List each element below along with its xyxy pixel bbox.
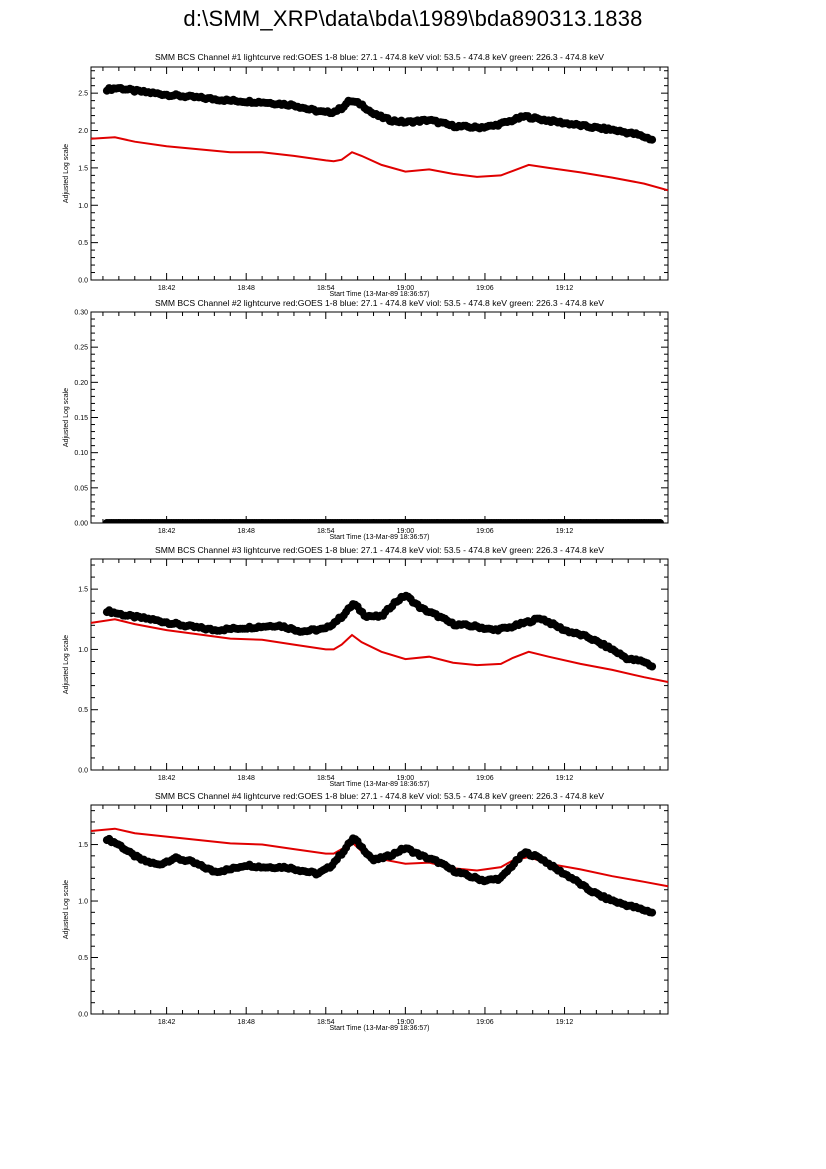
- y-axis-title: Adjusted Log scale: [62, 387, 70, 448]
- y-tick-label: 0.5: [78, 955, 88, 962]
- x-tick-label: 18:54: [317, 1019, 335, 1026]
- x-tick-label: 18:42: [158, 285, 176, 292]
- y-tick-label: 0.20: [74, 380, 88, 387]
- chart-title: SMM BCS Channel #2 lightcurve red:GOES 1…: [154, 298, 605, 308]
- x-tick-label: 18:48: [237, 285, 255, 292]
- plot-area: [91, 827, 668, 917]
- y-tick-label: 1.0: [78, 203, 88, 210]
- plot-frame: [90, 311, 669, 524]
- chart-panel-channel-4: 18:42 18:48 18:54 19:00 19:06 19:12 0.0 0.5 1.0 1…: [0, 791, 826, 1041]
- chart-panel-channel-1: 18:42 18:48 18:54 19:00 19:06 19:12 0.0 0.5 1.0 1…: [0, 52, 826, 298]
- plot-frame: [90, 66, 669, 281]
- chart-title: SMM BCS Channel #3 lightcurve red:GOES 1…: [154, 545, 605, 555]
- y-tick-label: 0.15: [74, 415, 88, 422]
- x-tick-label: 18:42: [158, 528, 176, 535]
- plot-frame: [90, 558, 669, 771]
- x-tick-label: 18:54: [317, 285, 335, 292]
- y-tick-label: 0.00: [74, 521, 88, 528]
- x-tick-label: 19:06: [476, 528, 494, 535]
- x-tick-label: 18:42: [158, 775, 176, 782]
- y-tick-label: 0.0: [78, 1012, 88, 1019]
- y-axis-title: Adjusted Log scale: [62, 634, 70, 695]
- x-tick-label: 18:42: [158, 1019, 176, 1026]
- x-axis-title: Start Time (13-Mar-89 18:36:57): [329, 534, 430, 541]
- x-tick-label: 19:00: [397, 285, 415, 292]
- goes-series-line: [91, 618, 668, 683]
- plot-frame: [90, 804, 669, 1015]
- page-title: d:\SMM_XRP\data\bda\1989\bda890313.1838: [183, 6, 643, 31]
- y-tick-label: 1.5: [78, 587, 88, 594]
- x-axis-title: Start Time (13-Mar-89 18:36:57): [329, 291, 430, 298]
- y-tick-label: 2.0: [78, 128, 88, 135]
- x-tick-label: 19:06: [476, 285, 494, 292]
- x-axis-title: Start Time (13-Mar-89 18:36:57): [329, 1025, 430, 1032]
- x-axis-title: Start Time (13-Mar-89 18:36:57): [329, 781, 430, 788]
- goes-series-line: [91, 136, 668, 192]
- data-point: [656, 519, 664, 523]
- x-tick-label: 19:12: [556, 285, 574, 292]
- data-point: [648, 908, 657, 917]
- x-tick-label: 18:54: [317, 775, 335, 782]
- y-axis-title: Adjusted Log scale: [62, 879, 70, 940]
- y-axis-title: Adjusted Log scale: [62, 143, 70, 204]
- x-tick-label: 18:48: [237, 775, 255, 782]
- y-tick-label: 1.5: [78, 165, 88, 172]
- y-tick-label: 0.5: [78, 240, 88, 247]
- chart-svg: 18:42 18:48 18:54 19:00 19:06 19:12 0.0 0.5 1.0 1…: [78, 66, 669, 292]
- chart-panel-channel-2: 18:42 18:48 18:54 19:00 19:06 19:12 0.00 0.05 0.…: [0, 298, 826, 548]
- y-tick-label: 0.25: [74, 345, 88, 352]
- y-tick-label: 1.5: [78, 842, 88, 849]
- x-tick-label: 19:12: [556, 1019, 574, 1026]
- x-tick-label: 18:54: [317, 528, 335, 535]
- y-tick-label: 0.05: [74, 485, 88, 492]
- x-tick-label: 18:48: [237, 1019, 255, 1026]
- y-tick-label: 0.10: [74, 450, 88, 457]
- data-point: [648, 662, 657, 671]
- y-tick-label: 2.5: [78, 91, 88, 98]
- y-tick-label: 0.5: [78, 707, 88, 714]
- chart-svg: 18:42 18:48 18:54 19:00 19:06 19:12 0.0 0.5 1.0 1…: [78, 558, 669, 782]
- chart-title: SMM BCS Channel #1 lightcurve red:GOES 1…: [154, 52, 605, 62]
- chart-title: SMM BCS Channel #4 lightcurve red:GOES 1…: [154, 791, 605, 801]
- data-point: [648, 135, 657, 144]
- plot-area: [102, 519, 664, 523]
- y-tick-label: 0.0: [78, 278, 88, 285]
- x-tick-label: 19:06: [476, 1019, 494, 1026]
- x-tick-label: 19:12: [556, 528, 574, 535]
- x-tick-label: 18:48: [237, 528, 255, 535]
- x-tick-label: 19:00: [397, 1019, 415, 1026]
- y-tick-label: 0.0: [78, 768, 88, 775]
- chart-svg: 18:42 18:48 18:54 19:00 19:06 19:12 0.00 0.05 0.…: [74, 310, 669, 535]
- x-tick-label: 19:12: [556, 775, 574, 782]
- plot-area: [91, 84, 668, 192]
- x-tick-label: 19:00: [397, 775, 415, 782]
- plot-area: [91, 591, 668, 683]
- y-tick-label: 1.0: [78, 899, 88, 906]
- x-tick-label: 19:06: [476, 775, 494, 782]
- y-tick-label: 1.0: [78, 647, 88, 654]
- chart-svg: 18:42 18:48 18:54 19:00 19:06 19:12 0.0 0.5 1.0 1…: [78, 804, 669, 1026]
- x-tick-label: 19:00: [397, 528, 415, 535]
- chart-panel-channel-3: 18:42 18:48 18:54 19:00 19:06 19:12 0.0 0.5 1.0 1…: [0, 545, 826, 795]
- y-tick-label: 0.30: [74, 310, 88, 317]
